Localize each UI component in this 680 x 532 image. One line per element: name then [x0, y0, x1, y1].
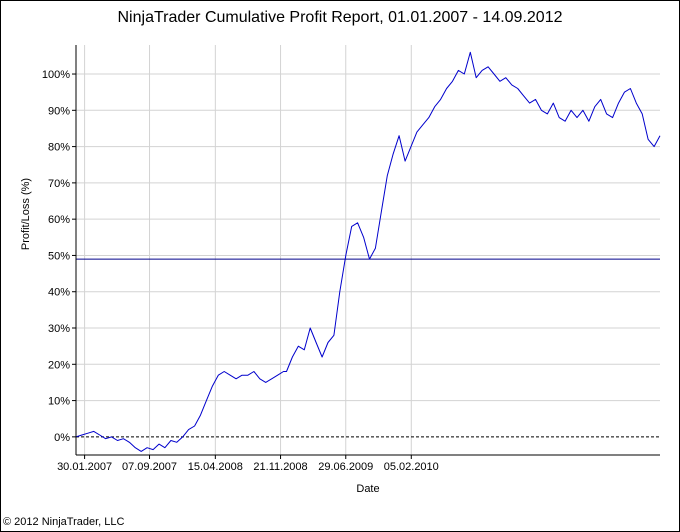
- y-tick-label: 100%: [42, 69, 70, 81]
- y-tick-label: 40%: [48, 287, 70, 299]
- y-tick-label: 90%: [48, 105, 70, 117]
- y-tick-label: 30%: [48, 323, 70, 335]
- x-tick-label: 30.01.2007: [57, 461, 112, 473]
- y-tick-label: 80%: [48, 142, 70, 154]
- y-tick-labels: 0% 10% 20% 30% 40% 50% 60% 70% 80% 90% 100%: [42, 69, 76, 444]
- reference-lines: [76, 258, 660, 438]
- y-tick-label: 10%: [48, 396, 70, 408]
- copyright-text: © 2012 NinjaTrader, LLC: [3, 516, 125, 528]
- x-axis-label: Date: [356, 483, 380, 495]
- series-group: [75, 51, 661, 452]
- y-tick-label: 60%: [48, 214, 70, 226]
- x-tick-label: 07.09.2007: [122, 461, 177, 473]
- y-tick-label: 70%: [48, 178, 70, 190]
- y-tick-label: 0%: [54, 432, 70, 444]
- y-tick-label: 50%: [48, 250, 70, 262]
- x-tick-label: 05.02.2010: [384, 461, 439, 473]
- x-tick-label: 15.04.2008: [188, 461, 243, 473]
- x-tick-labels: 30.01.2007 07.09.2007 15.04.2008 21.11.2008…: [57, 455, 439, 473]
- y-tick-label: 20%: [48, 359, 70, 371]
- x-tick-label: 21.11.2008: [253, 461, 307, 473]
- x-tick-label: 29.06.2009: [318, 461, 373, 473]
- grid-lines: [76, 45, 660, 455]
- series-line: [75, 51, 661, 452]
- chart-title: NinjaTrader Cumulative Profit Report, 01…: [117, 9, 563, 26]
- axes: [75, 45, 660, 456]
